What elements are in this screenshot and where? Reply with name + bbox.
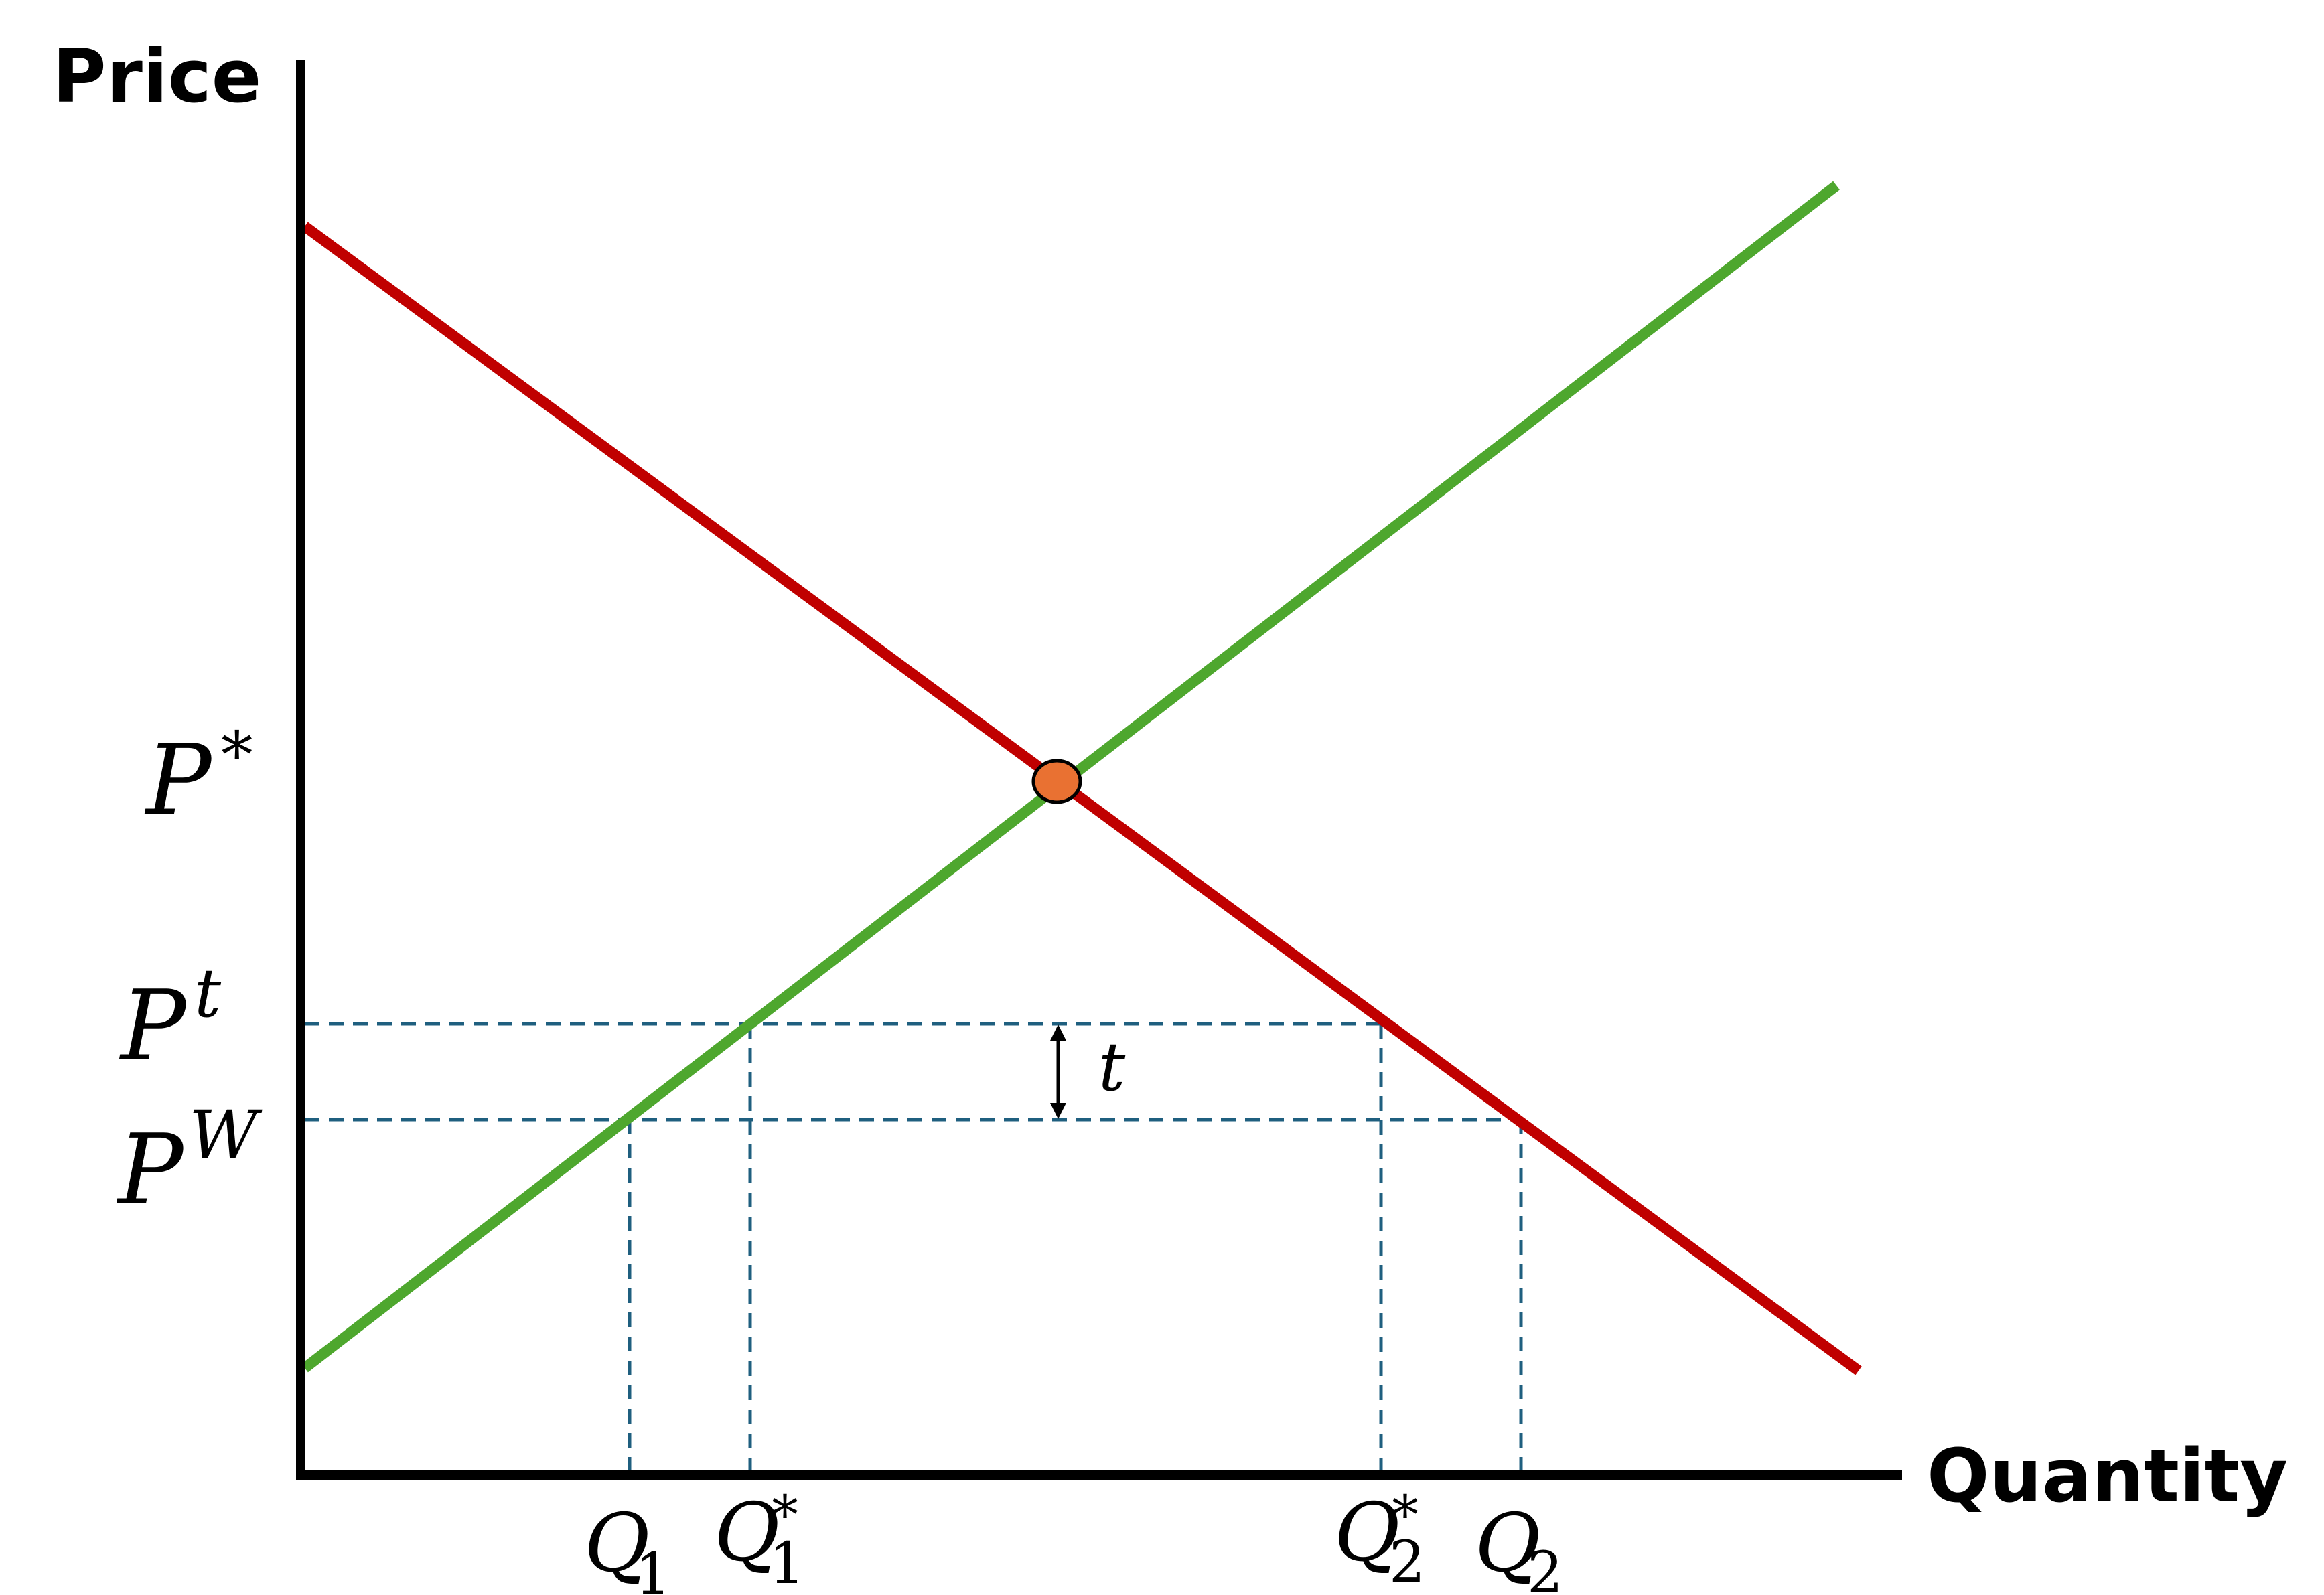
svg-text:*: * xyxy=(1392,1484,1419,1546)
svg-text:Q: Q xyxy=(1334,1487,1400,1580)
q2-label: Q 2 xyxy=(1475,1497,1563,1595)
tariff-arrow xyxy=(1050,1024,1066,1119)
svg-text:*: * xyxy=(221,718,253,792)
svg-text:2: 2 xyxy=(1389,1529,1425,1595)
arrow-head-up xyxy=(1050,1024,1066,1041)
svg-text:1: 1 xyxy=(769,1531,805,1595)
svg-text:1: 1 xyxy=(635,1541,671,1595)
svg-text:P: P xyxy=(116,1114,185,1227)
svg-text:P: P xyxy=(119,970,188,1083)
p-w-label: P W xyxy=(116,1096,263,1227)
svg-text:Q: Q xyxy=(584,1497,650,1590)
y-axis-title: Price xyxy=(52,33,261,119)
svg-text:W: W xyxy=(189,1096,263,1174)
p-t-label: P t xyxy=(119,954,222,1083)
svg-text:2: 2 xyxy=(1527,1540,1563,1595)
x-axis-title: Quantity xyxy=(1927,1433,2288,1519)
q2-star-label: Q 2 * xyxy=(1334,1484,1425,1595)
q1-label: Q 1 xyxy=(584,1497,671,1595)
svg-text:t: t xyxy=(194,954,222,1033)
svg-text:Q: Q xyxy=(714,1487,780,1580)
svg-text:P: P xyxy=(144,724,213,837)
svg-text:*: * xyxy=(772,1484,798,1546)
p-star-label: P * xyxy=(144,718,253,837)
svg-text:Q: Q xyxy=(1475,1497,1540,1590)
guide-lines xyxy=(305,1022,1523,1470)
arrow-head-down xyxy=(1050,1103,1066,1119)
equilibrium-point xyxy=(1031,759,1082,804)
tariff-label: t xyxy=(1098,1028,1126,1106)
q1-star-label: Q 1 * xyxy=(714,1484,805,1595)
demand-curve xyxy=(301,222,1862,1375)
